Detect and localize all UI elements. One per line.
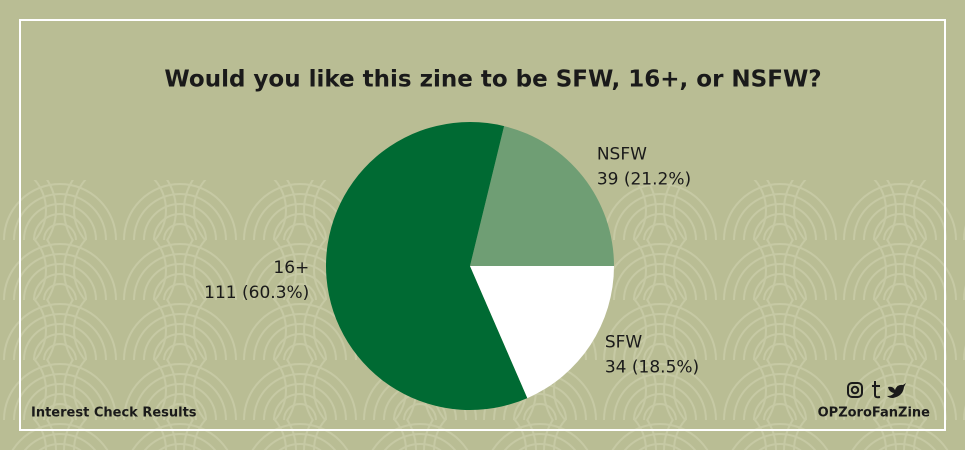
slice-value-label: 34 (18.5%) bbox=[605, 357, 699, 377]
slice-value-label: 111 (60.3%) bbox=[204, 283, 309, 303]
footer-right: OPZoroFanZine bbox=[818, 406, 931, 421]
pie-slice bbox=[470, 126, 614, 267]
social-icons bbox=[847, 381, 906, 399]
pie-slice bbox=[470, 266, 614, 399]
footer-left: Interest Check Results bbox=[31, 406, 197, 421]
frame bbox=[19, 19, 946, 431]
slice-value-label: 39 (21.2%) bbox=[597, 169, 691, 189]
slice-label: NSFW bbox=[597, 144, 647, 164]
slice-label: 16+ bbox=[273, 258, 309, 278]
slice-label: SFW bbox=[605, 332, 643, 352]
chart-title: Would you like this zine to be SFW, 16+,… bbox=[164, 67, 821, 93]
pie-slice bbox=[326, 121, 528, 410]
